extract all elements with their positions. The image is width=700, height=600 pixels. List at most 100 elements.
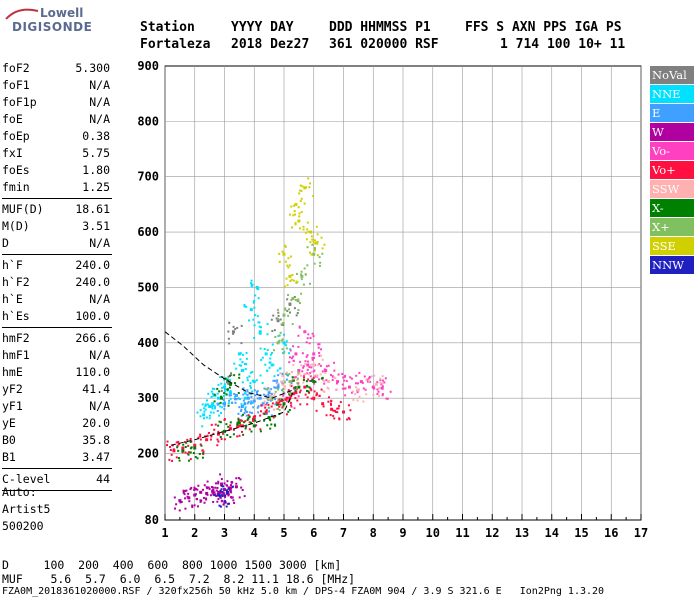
data-point	[176, 446, 179, 449]
data-point	[298, 302, 301, 305]
y-tick-label: 600	[137, 225, 159, 239]
data-point	[272, 349, 275, 352]
data-point	[280, 400, 283, 403]
data-point	[225, 423, 228, 426]
header-value-station: Fortaleza	[140, 37, 211, 52]
data-point	[281, 338, 284, 341]
data-point	[230, 481, 233, 484]
data-point	[299, 360, 302, 363]
data-point	[227, 375, 230, 378]
data-point	[189, 488, 192, 491]
data-point	[335, 388, 338, 391]
data-point	[266, 424, 269, 427]
data-point	[312, 252, 316, 256]
data-point	[220, 396, 224, 400]
data-point	[304, 360, 307, 363]
data-point	[171, 459, 174, 462]
data-point	[246, 389, 249, 392]
data-point	[232, 433, 235, 436]
data-point	[251, 418, 254, 421]
data-point	[283, 350, 286, 353]
param-name: h`E	[2, 292, 23, 306]
y-tick-label: 400	[137, 336, 159, 350]
param-value: 240.0	[75, 258, 110, 272]
polarization-legend: NoVal NNE E W Vo- Vo+ SSW X- X+ SSE NNW	[650, 66, 694, 275]
param-name: foEp	[2, 129, 30, 143]
data-point	[228, 342, 231, 345]
data-point	[226, 388, 229, 391]
data-point	[282, 313, 286, 317]
data-point	[318, 394, 321, 397]
data-point	[270, 399, 273, 402]
data-point	[217, 396, 221, 400]
data-point	[300, 270, 303, 273]
data-point	[219, 401, 222, 404]
data-point	[211, 402, 215, 406]
data-point	[272, 408, 275, 411]
data-point	[215, 494, 218, 497]
data-point	[319, 261, 322, 264]
data-point	[308, 379, 311, 382]
data-point	[202, 496, 205, 499]
data-point	[283, 392, 286, 395]
data-point	[323, 382, 326, 385]
data-point	[301, 370, 304, 373]
footer-muf-row: MUF 5.6 5.7 6.0 6.5 7.2 8.2 11.1 18.6 [M…	[2, 572, 356, 586]
data-point	[234, 393, 238, 397]
data-point	[216, 402, 219, 405]
data-point	[381, 375, 384, 378]
data-point	[222, 378, 225, 381]
data-point	[294, 386, 297, 389]
data-point	[298, 192, 301, 195]
data-point	[219, 489, 222, 492]
data-point	[207, 392, 210, 395]
data-point	[203, 484, 206, 487]
data-point	[278, 334, 281, 337]
data-point	[287, 266, 290, 269]
data-point	[349, 376, 352, 379]
data-point	[313, 390, 316, 393]
data-point	[320, 388, 323, 391]
data-point	[379, 381, 382, 384]
data-point	[376, 381, 379, 384]
data-point	[218, 495, 221, 498]
data-point	[277, 383, 280, 386]
data-point	[233, 398, 236, 401]
data-point	[319, 364, 322, 367]
data-point	[176, 444, 179, 447]
data-point	[293, 210, 296, 213]
data-point	[218, 420, 221, 423]
data-point	[218, 504, 221, 507]
data-point	[313, 262, 316, 265]
data-point	[288, 308, 291, 311]
data-point	[203, 407, 206, 410]
data-point	[226, 502, 229, 505]
data-point	[381, 385, 384, 388]
data-point	[178, 499, 182, 503]
data-point	[208, 414, 211, 417]
data-point	[273, 394, 276, 397]
profile-dashed-line	[164, 331, 294, 399]
data-point	[209, 411, 212, 414]
data-point	[183, 441, 186, 444]
data-point	[368, 377, 371, 380]
data-point	[207, 486, 210, 489]
data-point	[381, 394, 384, 397]
x-tick-label: 7	[340, 526, 347, 540]
data-point	[297, 298, 300, 301]
data-point	[300, 274, 304, 278]
data-point	[210, 423, 213, 426]
data-point	[333, 369, 336, 372]
data-point	[329, 402, 332, 405]
data-point	[215, 489, 218, 492]
data-point	[320, 236, 323, 239]
data-point	[297, 395, 300, 398]
data-point	[276, 388, 279, 391]
data-point	[282, 341, 286, 345]
data-point	[248, 421, 251, 424]
data-point	[303, 202, 306, 205]
data-point	[362, 387, 365, 390]
data-point	[312, 380, 316, 384]
data-point	[361, 381, 364, 384]
